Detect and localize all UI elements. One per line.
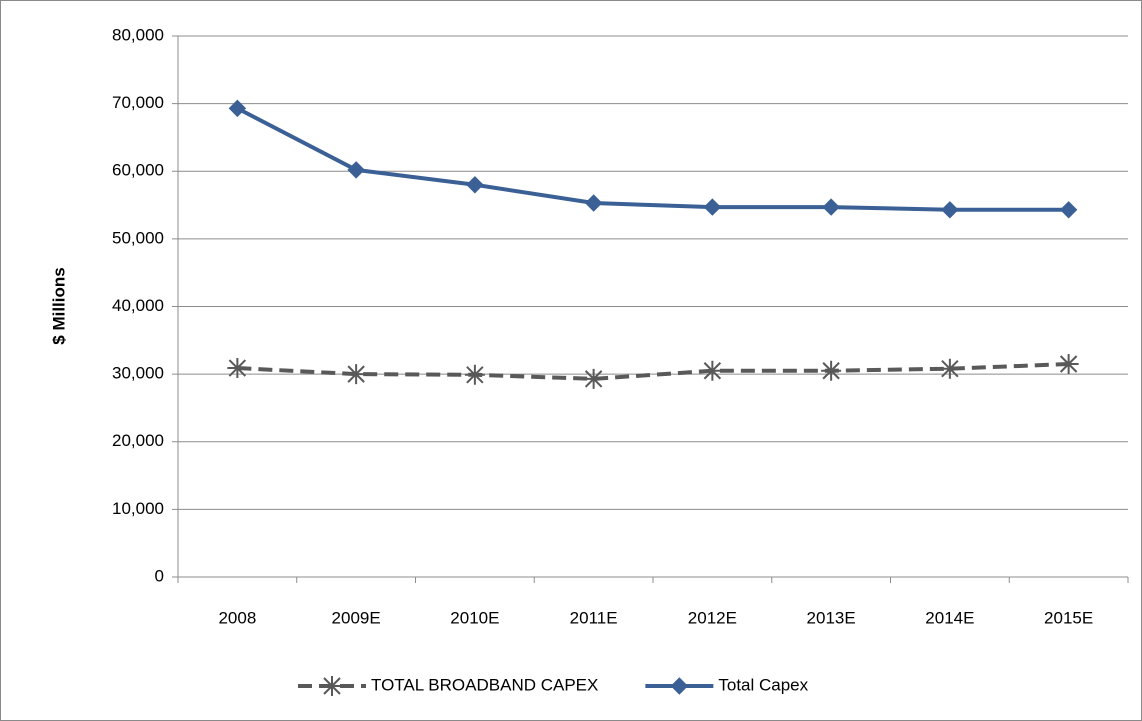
- x-tick-label: 2011E: [570, 608, 618, 627]
- x-tick-label: 2014E: [925, 608, 974, 627]
- legend-marker: [322, 676, 342, 696]
- y-tick-label: 80,000: [112, 25, 164, 44]
- x-tick-label: 2010E: [450, 608, 499, 627]
- y-axis-label: $ Millions: [49, 267, 68, 344]
- x-tick-label: 2015E: [1044, 608, 1093, 627]
- marker: [466, 176, 484, 194]
- y-tick-label: 0: [155, 566, 164, 585]
- marker: [228, 99, 247, 118]
- marker: [703, 198, 722, 216]
- marker: [227, 358, 248, 379]
- y-tick-label: 30,000: [112, 364, 164, 383]
- x-tick-label: 2009E: [332, 608, 381, 627]
- marker: [347, 161, 365, 179]
- y-tick-label: 10,000: [112, 499, 164, 518]
- marker: [584, 194, 603, 212]
- y-tick-label: 70,000: [112, 93, 164, 112]
- marker: [941, 201, 959, 219]
- marker: [1058, 353, 1079, 374]
- x-tick-label: 2008: [218, 608, 256, 627]
- x-tick-label: 2013E: [807, 608, 856, 627]
- marker: [822, 198, 840, 216]
- marker: [821, 360, 842, 381]
- y-tick-label: 60,000: [112, 161, 164, 180]
- y-tick-label: 20,000: [112, 431, 164, 450]
- series-line: [236, 106, 1069, 212]
- marker: [939, 358, 960, 379]
- legend-marker: [670, 677, 689, 695]
- marker: [702, 360, 723, 381]
- marker: [1059, 201, 1078, 219]
- y-tick-label: 40,000: [112, 296, 164, 315]
- legend-label: Total Capex: [718, 675, 808, 694]
- marker: [583, 368, 604, 389]
- marker: [464, 364, 485, 385]
- legend-label: TOTAL BROADBAND CAPEX: [371, 675, 598, 694]
- marker: [346, 364, 367, 385]
- y-tick-label: 50,000: [112, 228, 164, 247]
- series-line: [237, 361, 1069, 381]
- x-tick-label: 2012E: [688, 608, 737, 627]
